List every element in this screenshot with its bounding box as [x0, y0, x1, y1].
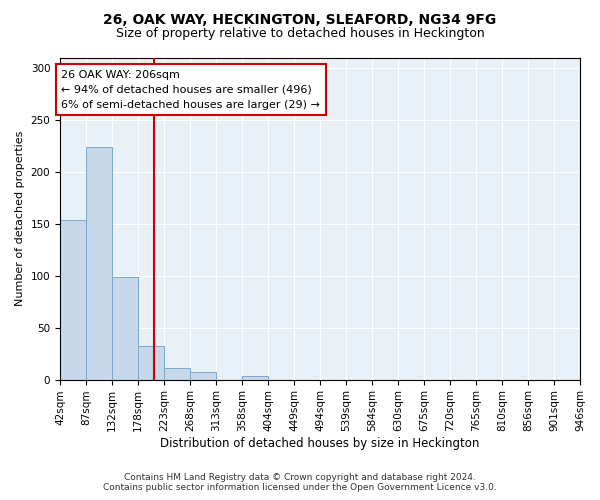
Bar: [190, 372, 216, 380]
Bar: [60, 220, 86, 380]
Bar: [242, 376, 268, 380]
Text: Contains HM Land Registry data © Crown copyright and database right 2024.
Contai: Contains HM Land Registry data © Crown c…: [103, 473, 497, 492]
Text: 26 OAK WAY: 206sqm
← 94% of detached houses are smaller (496)
6% of semi-detache: 26 OAK WAY: 206sqm ← 94% of detached hou…: [61, 70, 320, 110]
Bar: [112, 276, 137, 380]
Text: Size of property relative to detached houses in Heckington: Size of property relative to detached ho…: [116, 28, 484, 40]
Bar: [138, 346, 164, 380]
Text: 26, OAK WAY, HECKINGTON, SLEAFORD, NG34 9FG: 26, OAK WAY, HECKINGTON, SLEAFORD, NG34 …: [103, 12, 497, 26]
Bar: [86, 147, 112, 380]
Y-axis label: Number of detached properties: Number of detached properties: [15, 131, 25, 306]
Bar: [164, 368, 190, 380]
X-axis label: Distribution of detached houses by size in Heckington: Distribution of detached houses by size …: [160, 437, 480, 450]
